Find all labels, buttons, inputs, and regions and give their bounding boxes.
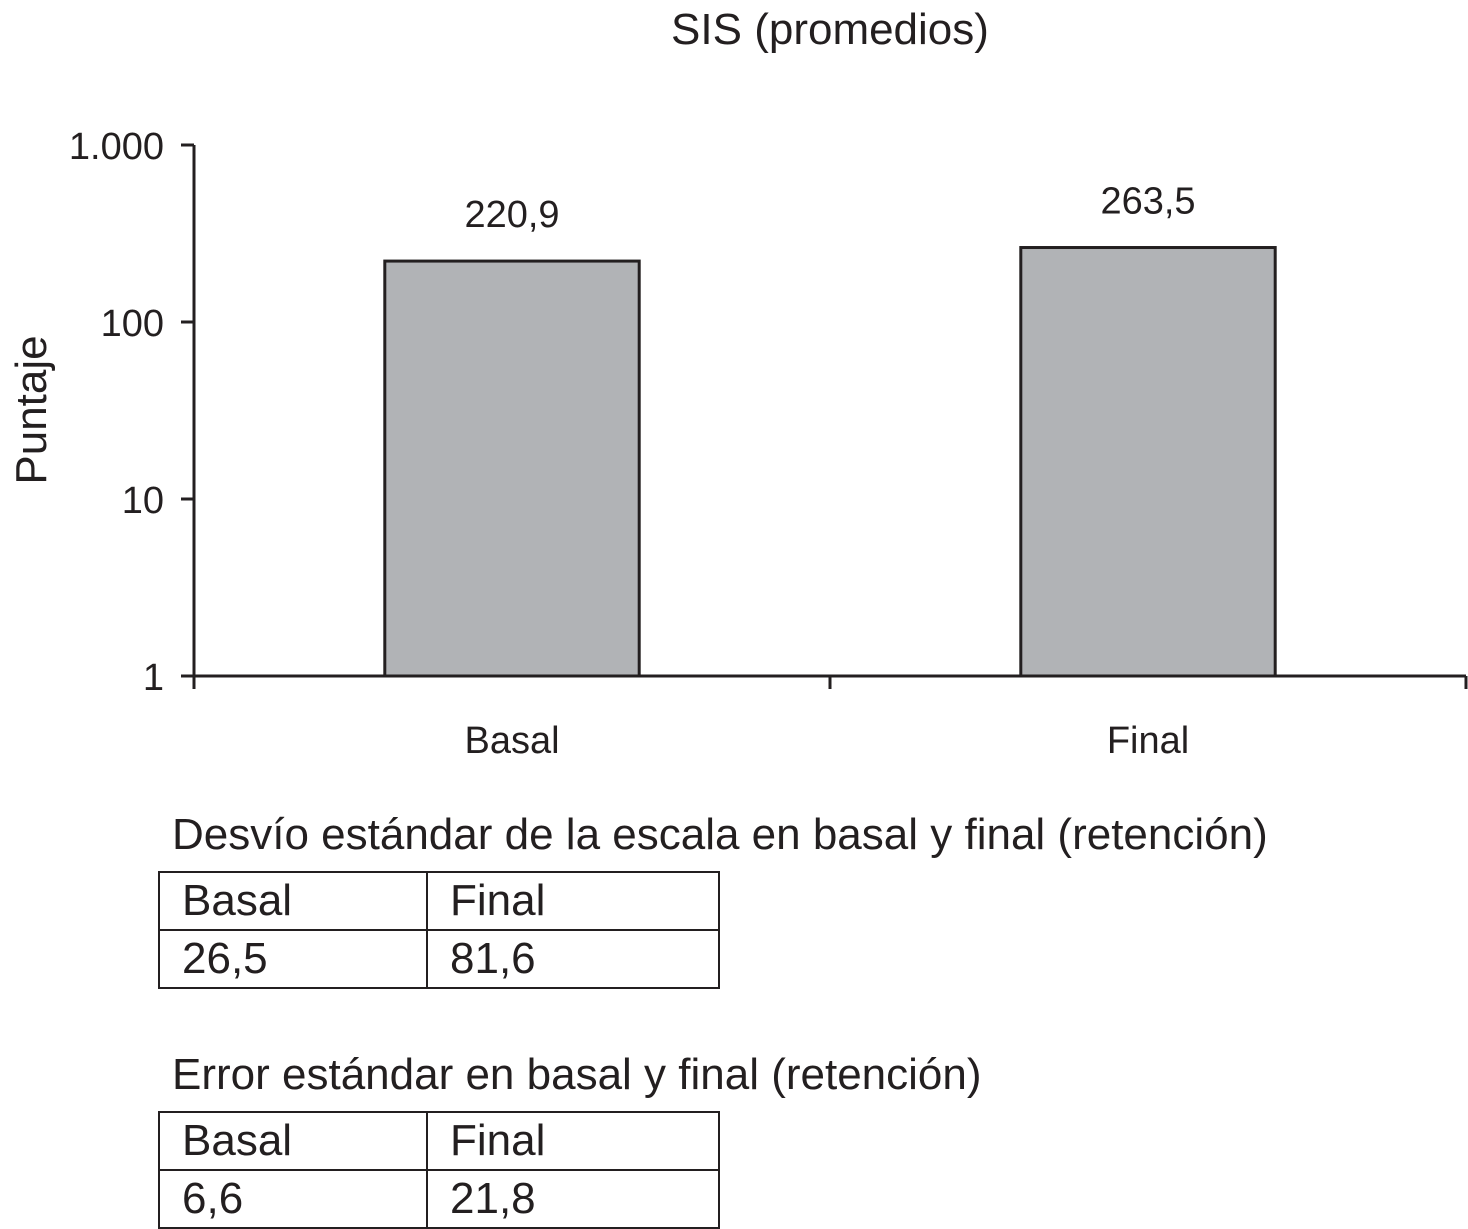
std-error-value-final: 21,8 <box>426 1169 720 1229</box>
x-tick-label: Basal <box>464 720 559 762</box>
table-header-row: Basal Final <box>158 1111 720 1171</box>
y-axis-label: Puntaje <box>7 335 56 484</box>
bar-value-label: 263,5 <box>1100 181 1195 223</box>
std-dev-header-final: Final <box>426 871 720 931</box>
table-row: 6,6 21,8 <box>158 1169 720 1229</box>
bar-value-label: 220,9 <box>464 194 559 236</box>
std-error-header-final: Final <box>426 1111 720 1171</box>
x-tick-label: Final <box>1107 720 1189 762</box>
std-dev-caption: Desvío estándar de la escala en basal y … <box>172 810 1268 859</box>
std-dev-value-final: 81,6 <box>426 929 720 989</box>
y-tick-label: 100 <box>101 303 164 345</box>
bar-chart: SIS (promedios) Puntaje 1 10 100 1.000 220,… <box>7 5 1468 762</box>
std-dev-header-basal: Basal <box>158 871 428 931</box>
bars-group: 220,9 Basal 263,5 Final <box>383 181 1277 762</box>
std-error-caption: Error estándar en basal y final (retenci… <box>172 1050 982 1099</box>
bar-final <box>1019 246 1277 678</box>
y-tick-label: 1.000 <box>69 126 164 168</box>
x-axis <box>182 674 1468 689</box>
y-tick-label: 10 <box>122 480 164 522</box>
std-dev-value-basal: 26,5 <box>158 929 428 989</box>
y-tick-label: 1 <box>143 657 164 699</box>
y-axis: 1 10 100 1.000 <box>69 126 196 699</box>
std-dev-table: Basal Final 26,5 81,6 <box>158 871 720 989</box>
chart-title: SIS (promedios) <box>671 5 989 54</box>
std-error-table: Basal Final 6,6 21,8 <box>158 1111 720 1229</box>
bar-basal <box>383 259 641 678</box>
table-header-row: Basal Final <box>158 871 720 931</box>
table-row: 26,5 81,6 <box>158 929 720 989</box>
std-error-header-basal: Basal <box>158 1111 428 1171</box>
std-error-value-basal: 6,6 <box>158 1169 428 1229</box>
